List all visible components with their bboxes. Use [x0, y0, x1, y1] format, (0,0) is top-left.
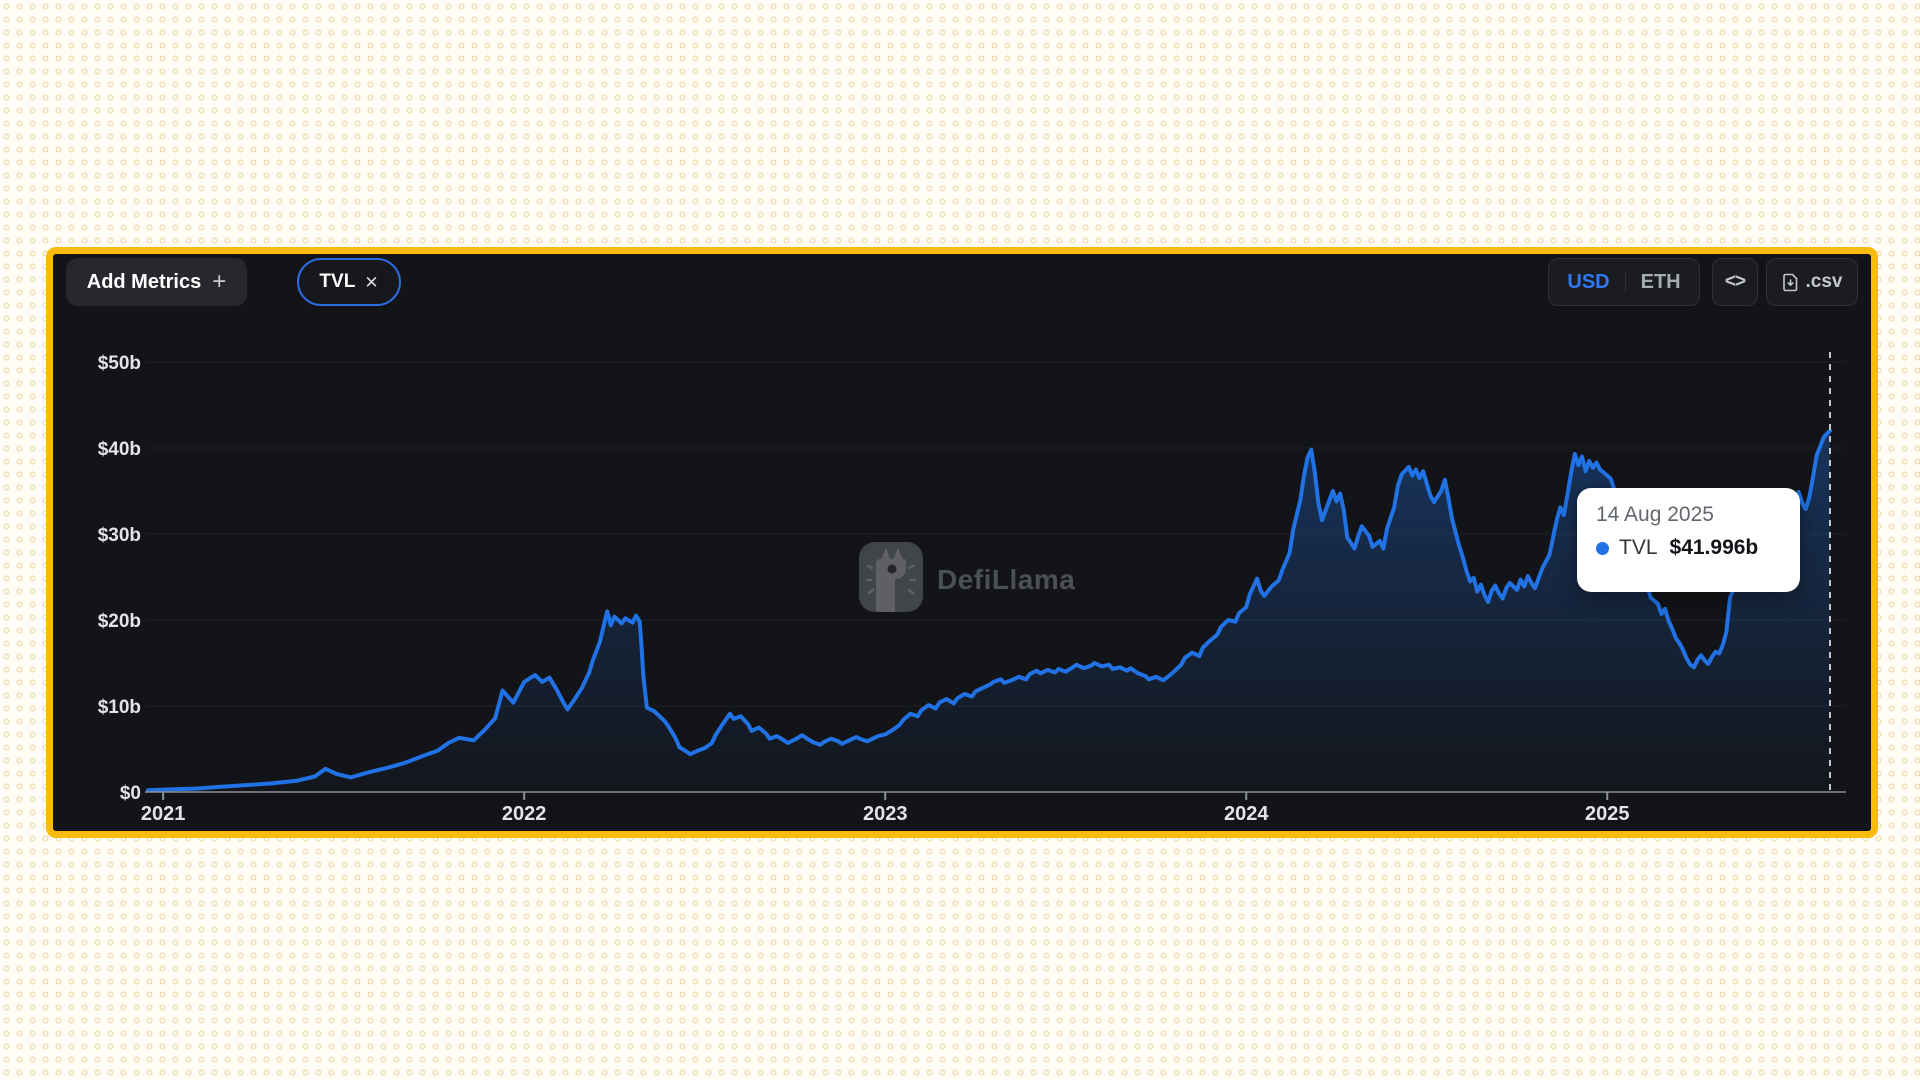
tvl-area: [148, 430, 1830, 792]
x-tick-label: 2021: [141, 803, 186, 825]
series-dot-icon: [1596, 541, 1609, 555]
tooltip-date: 14 Aug 2025: [1596, 503, 1714, 526]
y-tick-label: $0: [120, 783, 141, 804]
currency-toggle: USD ETH: [1548, 258, 1700, 306]
chart-panel: DefiLlama 2021 2022 2023 2024 2025 $0 $10b $20b…: [46, 247, 1878, 838]
x-tick-label: 2023: [863, 803, 908, 825]
tooltip-value: $41.996b: [1669, 536, 1759, 559]
y-tick-label: $10b: [98, 697, 141, 718]
y-tick-label: $50b: [98, 353, 141, 374]
currency-option-eth[interactable]: ETH: [1640, 270, 1681, 293]
y-tick-label: $20b: [98, 611, 141, 632]
tooltip-series-label: TVL: [1619, 536, 1658, 559]
metric-pill-label: TVL: [319, 271, 356, 292]
csv-file-icon: [1782, 273, 1799, 292]
currency-option-usd[interactable]: USD: [1567, 270, 1610, 293]
embed-code-button[interactable]: <>: [1712, 258, 1758, 306]
x-tick-label: 2024: [1224, 803, 1269, 825]
tvl-chart[interactable]: 2021 2022 2023 2024 2025 $0 $10b $20b $30b $40b $5…: [53, 254, 1871, 831]
add-metrics-button[interactable]: Add Metrics +: [66, 258, 247, 306]
code-brackets-icon: <>: [1724, 271, 1746, 292]
download-csv-button[interactable]: .csv: [1766, 258, 1858, 306]
metric-pill-tvl[interactable]: TVL ✕: [297, 258, 401, 306]
y-tick-label: $40b: [98, 439, 141, 460]
plus-icon: +: [212, 268, 227, 295]
x-tick-label: 2022: [502, 803, 547, 825]
csv-label: .csv: [1805, 271, 1843, 292]
chart-tooltip: 14 Aug 2025 TVL $41.996b: [1577, 488, 1800, 592]
add-metrics-label: Add Metrics: [86, 270, 202, 293]
close-icon[interactable]: ✕: [364, 273, 379, 292]
divider: [1624, 271, 1626, 293]
y-tick-label: $30b: [98, 525, 141, 546]
x-tick-label: 2025: [1585, 803, 1630, 825]
